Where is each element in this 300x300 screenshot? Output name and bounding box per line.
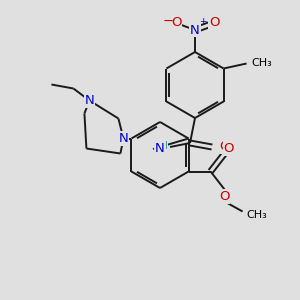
Text: N: N bbox=[118, 132, 128, 145]
Text: O: O bbox=[171, 16, 181, 29]
Text: CH₃: CH₃ bbox=[252, 58, 272, 68]
Text: O: O bbox=[219, 140, 230, 154]
Text: O: O bbox=[209, 16, 219, 29]
Text: O: O bbox=[219, 190, 230, 203]
Text: H: H bbox=[160, 141, 168, 151]
Text: +: + bbox=[199, 17, 206, 26]
Text: O: O bbox=[223, 142, 234, 155]
Text: −: − bbox=[162, 14, 174, 28]
Text: N: N bbox=[190, 23, 200, 37]
Text: N: N bbox=[85, 94, 94, 107]
Text: N: N bbox=[155, 142, 165, 154]
Text: CH₃: CH₃ bbox=[247, 211, 267, 220]
